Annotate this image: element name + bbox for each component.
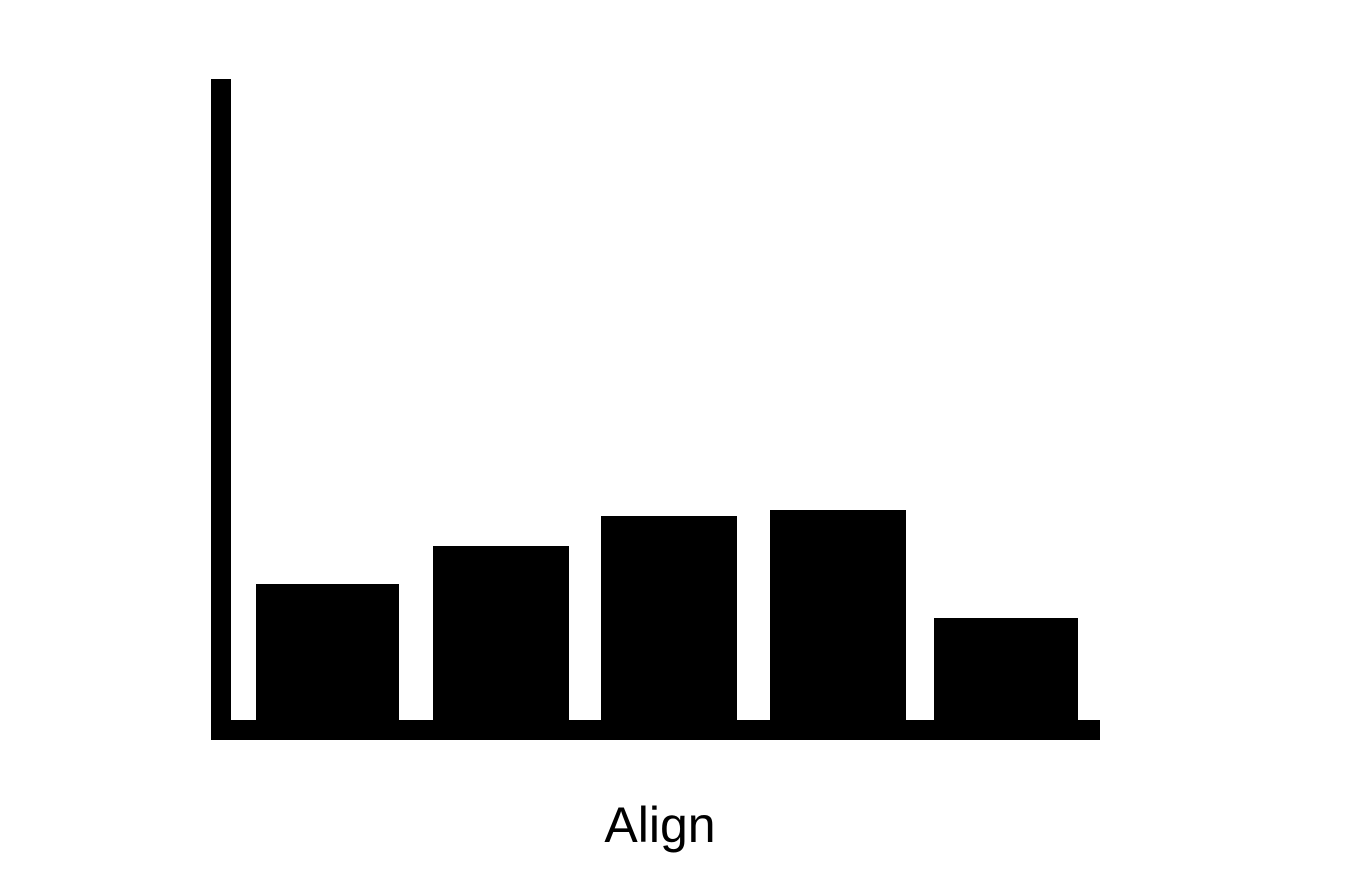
icon-vertical-axis (211, 79, 231, 740)
bar-chart-icon (211, 79, 1100, 740)
icon-bar (433, 546, 569, 720)
icon-bar (770, 510, 906, 720)
icon-bar (934, 618, 1078, 720)
icon-bar (601, 516, 737, 720)
button-label: Align (604, 797, 715, 853)
icon-bar (256, 584, 399, 720)
icon-horizontal-axis (211, 720, 1100, 740)
